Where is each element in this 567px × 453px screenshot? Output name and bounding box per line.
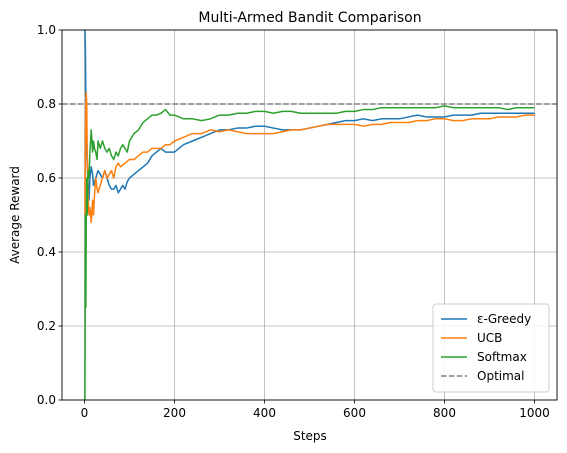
plot-frame <box>61 29 558 401</box>
ticks-layer: 0 200 400 600 800 1000 0.0 0.2 0.4 0.6 0.8 1.0 <box>37 23 550 420</box>
legend-label: ε-Greedy <box>477 312 531 326</box>
y-tick-label: 0.4 <box>37 245 56 259</box>
y-tick-label: 1.0 <box>37 23 56 37</box>
y-tick-label: 0.6 <box>37 171 56 185</box>
series-line-greedy <box>84 30 535 201</box>
series-line-ucb <box>84 92 535 224</box>
legend-frame <box>432 303 550 393</box>
y-tick-label: 0.0 <box>37 393 56 407</box>
x-tick-label: 800 <box>433 406 456 420</box>
legend-label: Softmax <box>477 350 527 364</box>
y-tick-label: 0.2 <box>37 319 56 333</box>
series-layer <box>84 30 535 400</box>
x-axis-title: Steps <box>293 429 327 443</box>
y-axis-title: Average Reward <box>8 166 22 264</box>
legend-label: Optimal <box>477 369 524 383</box>
x-tick-label: 200 <box>163 406 186 420</box>
x-tick-label: 1000 <box>519 406 550 420</box>
legend-label: UCB <box>477 331 502 345</box>
y-tick-label: 0.8 <box>37 97 56 111</box>
series-line-softmax <box>84 105 535 400</box>
x-tick-label: 600 <box>343 406 366 420</box>
x-tick-label: 400 <box>253 406 276 420</box>
chart-title: Multi-Armed Bandit Comparison <box>198 10 421 26</box>
legend: ε-Greedy UCB Softmax Optimal <box>432 303 550 393</box>
x-tick-label: 0 <box>81 406 89 420</box>
